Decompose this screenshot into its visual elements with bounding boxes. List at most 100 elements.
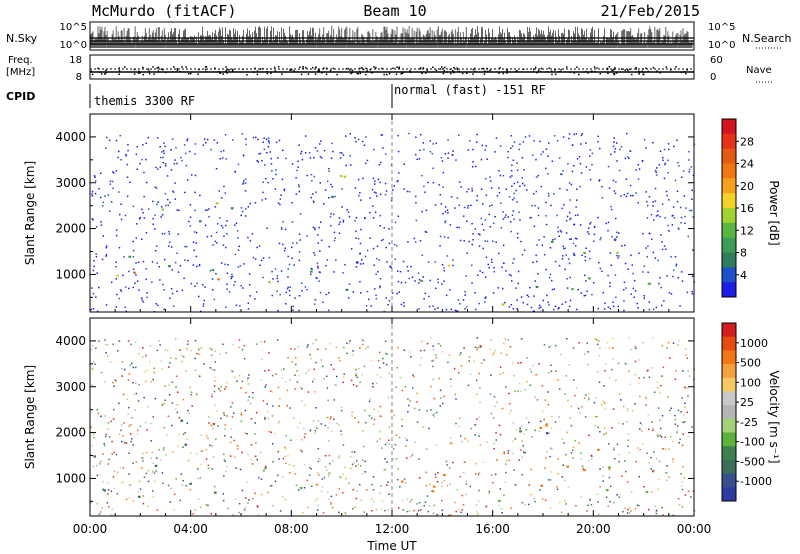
scatter-point [203,363,205,365]
scatter-point [354,417,356,419]
scatter-point [301,400,303,402]
scatter-point [113,451,115,454]
scatter-point [105,246,108,249]
scatter-point [410,498,413,501]
scatter-point [513,182,516,185]
scatter-point [648,462,650,464]
scatter-point [660,234,662,236]
scatter-point [432,345,434,347]
scatter-point [681,444,684,447]
freq-point [318,70,320,72]
scatter-point [151,281,153,283]
scatter-point [584,274,586,277]
scatter-point [666,347,668,349]
scatter-point [159,166,162,168]
scatter-point [90,349,92,351]
scatter-point [450,378,452,380]
scatter-point [295,484,298,486]
scatter-point [608,468,610,470]
scatter-point [424,191,426,193]
scatter-point [505,188,508,190]
echo-cell [264,467,267,470]
scatter-point [403,478,406,480]
scatter-point [588,434,590,437]
scatter-point [116,293,118,296]
x-tick-label: 04:00 [173,522,208,536]
echo-cell [613,238,617,241]
scatter-point [427,181,429,184]
scatter-point [197,477,199,480]
freq-point [607,72,609,74]
scatter-point [440,203,442,205]
scatter-point [365,422,367,424]
scatter-point [434,308,436,310]
scatter-point [388,372,391,375]
scatter-point [657,214,659,217]
scatter-point [662,156,664,159]
scatter-point [661,506,663,509]
scatter-point [477,473,480,476]
scatter-point [237,445,239,447]
scatter-point [238,245,240,248]
scatter-point [118,247,121,249]
scatter-point [187,409,189,412]
scatter-point [545,268,547,271]
freq-point [401,72,404,74]
scatter-point [418,308,420,310]
scatter-point [588,460,590,462]
y-tick-label: 4000 [55,130,86,144]
scatter-point [643,265,646,267]
scatter-point [154,186,156,188]
freq-point [449,68,452,70]
scatter-point [155,457,158,459]
scatter-point [152,470,154,472]
colorbar-tick-label: -100 [740,436,765,449]
scatter-point [551,415,553,418]
scatter-point [553,135,556,137]
freq-point [641,71,643,73]
scatter-point [426,495,429,497]
scatter-point [397,346,399,349]
scatter-point [674,423,677,425]
scatter-point [505,270,507,272]
freq-point [266,71,268,73]
scatter-point [249,202,252,205]
scatter-point [328,292,330,294]
scatter-point [607,274,609,277]
scatter-point [247,453,249,456]
scatter-point [224,428,226,430]
scatter-point [549,455,551,458]
scatter-point [132,500,135,502]
scatter-point [612,145,615,148]
scatter-point [543,418,545,421]
scatter-point [425,471,427,474]
scatter-point [598,261,600,264]
scatter-point [212,428,214,430]
scatter-point [584,353,586,355]
scatter-point [96,226,98,228]
scatter-point [432,181,435,184]
scatter-point [589,178,592,181]
scatter-point [115,453,118,456]
scatter-point [507,450,510,452]
scatter-point [603,308,606,310]
scatter-point [105,304,108,306]
scatter-point [223,459,226,461]
scatter-point [623,309,625,312]
freq-point [596,67,598,69]
freq-point [675,66,677,68]
scatter-point [521,157,524,159]
scatter-point [681,481,684,483]
scatter-point [254,422,256,424]
scatter-point [357,421,360,423]
scatter-point [539,420,542,423]
freq-point [222,73,224,75]
scatter-point [312,226,314,229]
scatter-point [242,154,245,156]
scatter-point [195,453,198,455]
scatter-point [285,448,287,450]
freq-point [365,67,367,70]
scatter-point [150,440,152,442]
scatter-point [119,134,121,137]
freq-point [483,73,486,75]
